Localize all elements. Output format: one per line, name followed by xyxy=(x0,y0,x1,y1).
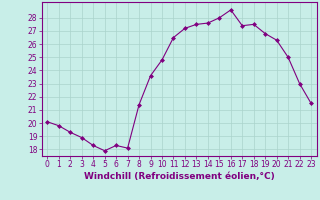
X-axis label: Windchill (Refroidissement éolien,°C): Windchill (Refroidissement éolien,°C) xyxy=(84,172,275,181)
